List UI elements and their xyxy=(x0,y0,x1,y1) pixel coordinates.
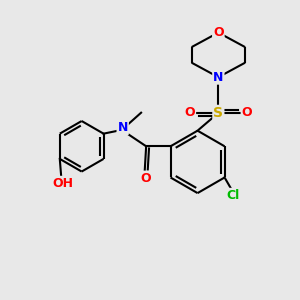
Text: N: N xyxy=(118,121,128,134)
Text: O: O xyxy=(184,106,195,119)
Text: O: O xyxy=(213,26,224,39)
Text: O: O xyxy=(242,106,252,119)
Text: Cl: Cl xyxy=(226,189,239,202)
Text: O: O xyxy=(140,172,151,184)
Text: S: S xyxy=(213,106,224,120)
Text: OH: OH xyxy=(52,177,73,190)
Text: N: N xyxy=(213,71,224,84)
